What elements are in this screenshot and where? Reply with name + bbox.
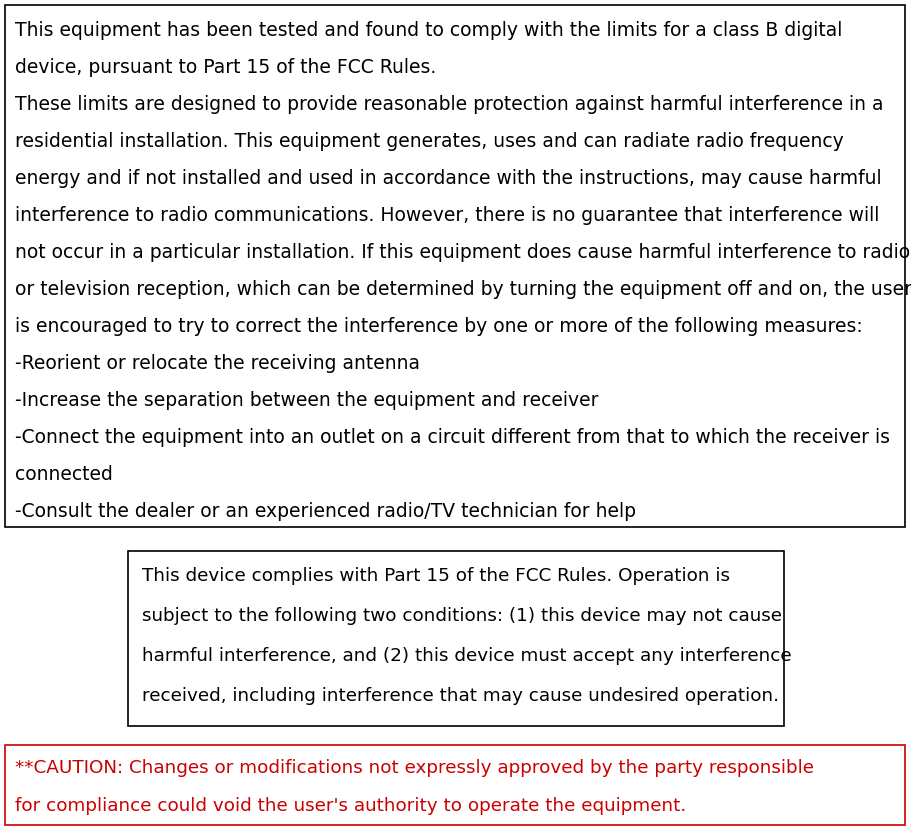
Text: -Reorient or relocate the receiving antenna: -Reorient or relocate the receiving ante…	[15, 354, 420, 373]
Text: or television reception, which can be determined by turning the equipment off an: or television reception, which can be de…	[15, 280, 911, 299]
Text: interference to radio communications. However, there is no guarantee that interf: interference to radio communications. Ho…	[15, 206, 879, 225]
Text: subject to the following two conditions: (1) this device may not cause: subject to the following two conditions:…	[142, 607, 782, 625]
Text: for compliance could void the user's authority to operate the equipment.: for compliance could void the user's aut…	[15, 797, 686, 815]
Text: not occur in a particular installation. If this equipment does cause harmful int: not occur in a particular installation. …	[15, 243, 910, 262]
FancyBboxPatch shape	[128, 551, 784, 726]
Text: energy and if not installed and used in accordance with the instructions, may ca: energy and if not installed and used in …	[15, 169, 882, 188]
Text: received, including interference that may cause undesired operation.: received, including interference that ma…	[142, 687, 779, 705]
Text: -Connect the equipment into an outlet on a circuit different from that to which : -Connect the equipment into an outlet on…	[15, 428, 890, 447]
Text: This equipment has been tested and found to comply with the limits for a class B: This equipment has been tested and found…	[15, 21, 843, 40]
Text: -Consult the dealer or an experienced radio/TV technician for help: -Consult the dealer or an experienced ra…	[15, 502, 636, 521]
Text: harmful interference, and (2) this device must accept any interference: harmful interference, and (2) this devic…	[142, 647, 792, 665]
Text: is encouraged to try to correct the interference by one or more of the following: is encouraged to try to correct the inte…	[15, 317, 863, 336]
Text: residential installation. This equipment generates, uses and can radiate radio f: residential installation. This equipment…	[15, 132, 844, 151]
FancyBboxPatch shape	[5, 745, 905, 825]
Text: connected: connected	[15, 465, 113, 484]
Text: These limits are designed to provide reasonable protection against harmful inter: These limits are designed to provide rea…	[15, 95, 884, 114]
Text: device, pursuant to Part 15 of the FCC Rules.: device, pursuant to Part 15 of the FCC R…	[15, 58, 436, 77]
Text: **CAUTION: Changes or modifications not expressly approved by the party responsi: **CAUTION: Changes or modifications not …	[15, 759, 814, 777]
FancyBboxPatch shape	[5, 5, 905, 527]
Text: -Increase the separation between the equipment and receiver: -Increase the separation between the equ…	[15, 391, 599, 410]
Text: This device complies with Part 15 of the FCC Rules. Operation is: This device complies with Part 15 of the…	[142, 567, 730, 585]
